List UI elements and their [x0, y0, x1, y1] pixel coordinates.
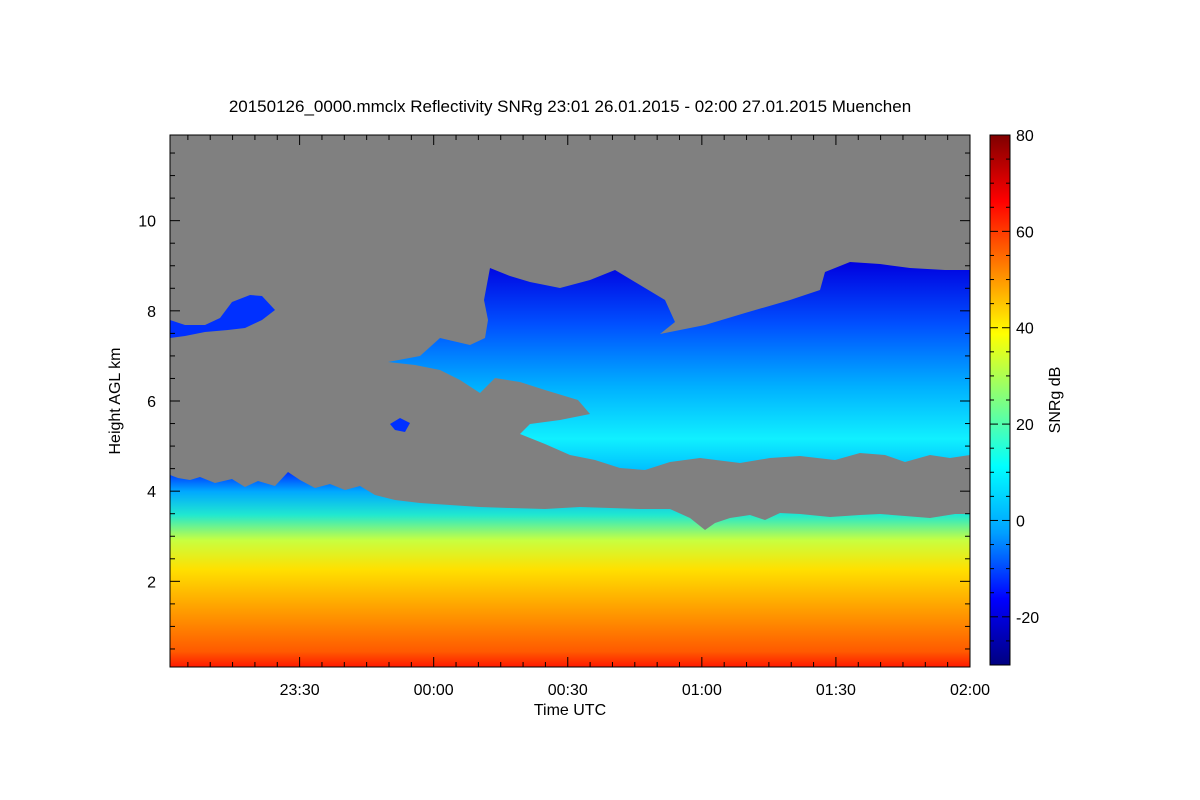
colorbar-tick-label: 0 — [1016, 513, 1025, 530]
colorbar-label: SNRg dB — [1047, 367, 1064, 434]
upper-cloud-region — [388, 262, 970, 470]
chart-title: 20150126_0000.mmclx Reflectivity SNRg 23… — [228, 97, 912, 116]
x-axis-label: Time UTC — [534, 702, 606, 719]
small-cloud-patch — [390, 418, 410, 432]
y-axis: 2 4 6 8 10 — [138, 152, 970, 650]
y-tick-label: 6 — [147, 394, 156, 411]
y-tick-label: 8 — [147, 304, 156, 321]
colorbar-axis: -20 0 20 40 60 80 — [990, 128, 1039, 642]
x-tick-label: 00:30 — [548, 682, 588, 699]
y-tick-label: 10 — [138, 214, 156, 231]
colorbar-tick-label: 60 — [1016, 224, 1034, 241]
x-tick-label: 01:30 — [816, 682, 856, 699]
x-tick-label: 01:00 — [682, 682, 722, 699]
x-tick-label: 23:30 — [280, 682, 320, 699]
x-tick-label: 02:00 — [950, 682, 990, 699]
colorbar-tick-label: 40 — [1016, 321, 1034, 338]
boundary-layer-region — [170, 472, 970, 667]
colorbar-tick-label: 20 — [1016, 417, 1034, 434]
y-axis-label: Height AGL km — [107, 347, 124, 454]
y-tick-label: 4 — [147, 484, 156, 501]
y-tick-label: 2 — [147, 574, 156, 591]
heatmap-area — [170, 262, 970, 667]
early-cloud-streak — [170, 295, 275, 338]
colorbar-tick-label: -20 — [1016, 610, 1039, 627]
colorbar-tick-label: 80 — [1016, 128, 1034, 145]
x-tick-label: 00:00 — [414, 682, 454, 699]
x-axis: 23:30 00:00 00:30 01:00 01:30 02:00 — [187, 135, 990, 699]
